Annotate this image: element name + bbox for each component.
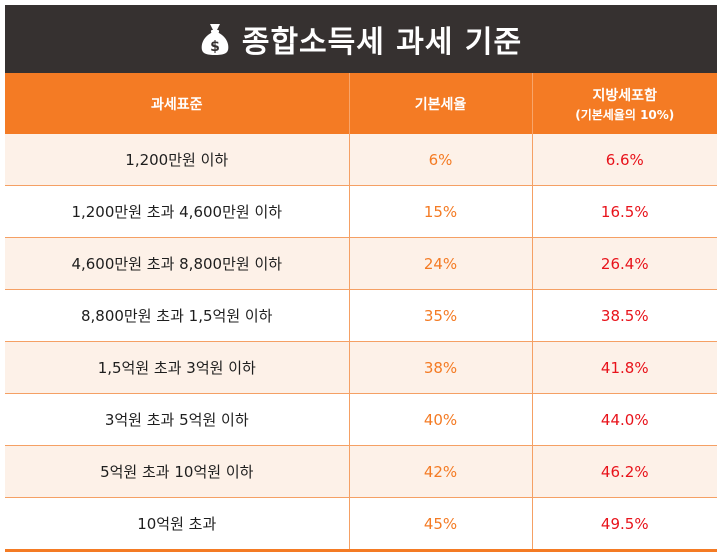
local-rate-cell: 49.5% (531, 497, 717, 552)
table-row: 1,200만원 초과 4,600만원 이하 15% 16.5% (5, 185, 717, 238)
column-header-base-rate: 기본세율 (348, 73, 532, 134)
money-bag-icon: $ (201, 24, 229, 55)
tax-base-cell: 1,200만원 초과 4,600만원 이하 (5, 185, 349, 238)
local-rate-cell: 46.2% (531, 445, 717, 498)
local-rate-cell: 26.4% (531, 237, 717, 290)
local-rate-cell: 41.8% (531, 341, 717, 394)
svg-text:$: $ (210, 39, 220, 55)
table-row: 1,5억원 초과 3억원 이하 38% 41.8% (5, 341, 717, 394)
tax-base-cell: 4,600만원 초과 8,800만원 이하 (5, 237, 349, 290)
page-title: 종합소득세 과세 기준 (241, 25, 523, 60)
column-header-local-rate-label: 지방세포함 (592, 87, 657, 104)
local-rate-cell: 16.5% (531, 185, 717, 238)
local-rate-cell: 44.0% (531, 393, 717, 446)
column-header-tax-base: 과세표준 (5, 73, 349, 134)
tax-base-cell: 3억원 초과 5억원 이하 (5, 393, 349, 446)
table-row: 10억원 초과 45% 49.5% (5, 497, 717, 552)
table-row: 4,600만원 초과 8,800만원 이하 24% 26.4% (5, 237, 717, 290)
table-row: 3억원 초과 5억원 이하 40% 44.0% (5, 393, 717, 446)
table-header-row: 과세표준 기본세율 지방세포함 (기본세율의 10%) (5, 73, 717, 134)
column-header-local-rate-note: (기본세율의 10%) (575, 107, 675, 122)
title-bar: $ 종합소득세 과세 기준 (5, 5, 717, 73)
base-rate-cell: 6% (348, 134, 532, 186)
tax-base-cell: 5억원 초과 10억원 이하 (5, 445, 349, 498)
base-rate-cell: 42% (348, 445, 532, 498)
base-rate-cell: 45% (348, 497, 532, 552)
table-row: 1,200만원 이하 6% 6.6% (5, 134, 717, 186)
table-row: 8,800만원 초과 1,5억원 이하 35% 38.5% (5, 289, 717, 342)
tax-base-cell: 1,5억원 초과 3억원 이하 (5, 341, 349, 394)
local-rate-cell: 6.6% (531, 134, 717, 186)
local-rate-cell: 38.5% (531, 289, 717, 342)
tax-base-cell: 1,200만원 이하 (5, 134, 349, 186)
column-header-local-rate: 지방세포함 (기본세율의 10%) (531, 73, 717, 134)
base-rate-cell: 15% (348, 185, 532, 238)
tax-rate-table: 과세표준 기본세율 지방세포함 (기본세율의 10%) 1,200만원 이하 6… (5, 73, 717, 552)
base-rate-cell: 40% (348, 393, 532, 446)
base-rate-cell: 38% (348, 341, 532, 394)
table-row: 5억원 초과 10억원 이하 42% 46.2% (5, 445, 717, 498)
base-rate-cell: 35% (348, 289, 532, 342)
base-rate-cell: 24% (348, 237, 532, 290)
tax-base-cell: 10억원 초과 (5, 497, 349, 552)
tax-base-cell: 8,800만원 초과 1,5억원 이하 (5, 289, 349, 342)
